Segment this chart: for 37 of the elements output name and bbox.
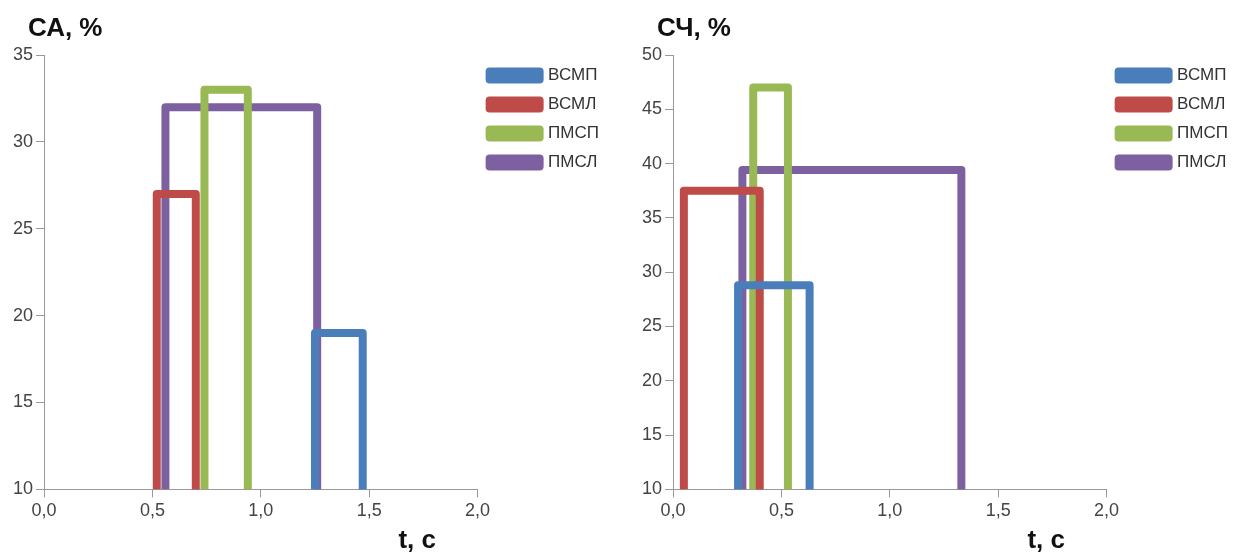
x-axis-title: t, с [1027, 524, 1065, 555]
y-axis-title: СЧ, % [657, 12, 731, 43]
x-tick-label: 0,5 [139, 500, 165, 521]
legend-label: ВСМЛ [548, 94, 597, 114]
y-tick-label: 15 [641, 424, 663, 445]
y-tick-label: 15 [12, 391, 34, 412]
y-tick-label: 45 [641, 98, 663, 119]
legend-label: ПМСЛ [548, 152, 598, 172]
y-axis-title: СА, % [28, 12, 103, 43]
x-tick-label: 2,0 [1094, 500, 1120, 521]
y-tick-label: 35 [12, 43, 34, 64]
y-tick-label: 40 [641, 152, 663, 173]
x-tick-label: 0,5 [768, 500, 794, 521]
y-tick-label: 50 [641, 43, 663, 64]
x-tick-label: 1,0 [877, 500, 903, 521]
y-tick-label: 25 [12, 217, 34, 238]
y-tick-label: 35 [641, 206, 663, 227]
y-tick-label: 10 [641, 478, 663, 499]
x-tick-label: 2,0 [465, 500, 491, 521]
legend-label: ПМСЛ [1177, 152, 1227, 172]
legend-label: ВСМЛ [1177, 94, 1226, 114]
legend-label: ПМСП [1177, 123, 1229, 143]
x-tick-label: 1,5 [356, 500, 382, 521]
legend-label: ВСМП [548, 65, 598, 85]
x-axis-title: t, с [398, 524, 436, 555]
y-tick-label: 20 [641, 369, 663, 390]
y-tick-label: 20 [12, 304, 34, 325]
x-tick-label: 0,0 [660, 500, 686, 521]
y-tick-label: 30 [12, 130, 34, 151]
y-tick-label: 30 [641, 261, 663, 282]
y-tick-label: 25 [641, 315, 663, 336]
x-tick-label: 1,5 [985, 500, 1011, 521]
legend-label: ПМСП [548, 123, 600, 143]
legend-label: ВСМП [1177, 65, 1227, 85]
x-tick-label: 0,0 [31, 500, 57, 521]
y-tick-label: 10 [12, 478, 34, 499]
x-tick-label: 1,0 [248, 500, 274, 521]
